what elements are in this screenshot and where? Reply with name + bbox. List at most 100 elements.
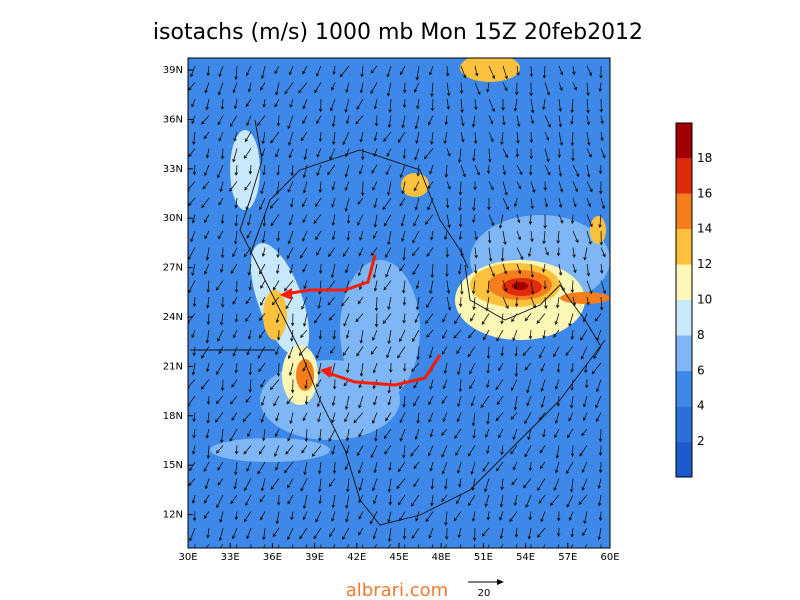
wind-arrow xyxy=(430,131,434,145)
wind-arrow xyxy=(231,379,238,388)
wind-arrow xyxy=(572,230,579,244)
wind-arrow xyxy=(258,362,266,373)
wind-arrow xyxy=(488,214,495,227)
wind-arrow xyxy=(303,313,308,327)
wind-arrow xyxy=(189,527,196,542)
wind-arrow xyxy=(484,478,490,493)
wind-arrow xyxy=(388,362,393,373)
wind-arrow xyxy=(599,263,604,274)
wind-arrow xyxy=(586,280,593,295)
wind-arrow xyxy=(469,362,476,375)
wind-arrow xyxy=(401,280,406,294)
wind-arrow xyxy=(260,478,266,492)
wind-arrow xyxy=(232,329,238,339)
wind-arrow xyxy=(301,197,308,208)
wind-arrow xyxy=(484,494,490,508)
wind-arrow xyxy=(302,412,308,422)
wind-arrow xyxy=(217,82,224,96)
wind-arrow xyxy=(571,148,575,162)
wind-arrow xyxy=(290,164,294,177)
wind-arrow xyxy=(530,197,534,210)
wind-arrow xyxy=(372,362,378,374)
wind-arrow xyxy=(301,445,308,454)
wind-arrow xyxy=(358,527,364,536)
wind-arrow xyxy=(445,65,450,77)
wind-arrow xyxy=(488,148,492,163)
wind-arrow xyxy=(568,313,574,327)
wind-arrow xyxy=(595,395,602,409)
wind-arrow xyxy=(382,313,392,325)
wind-arrow xyxy=(374,296,379,312)
wind-arrow xyxy=(502,230,507,246)
wind-arrow xyxy=(388,98,392,114)
wind-arrow xyxy=(581,428,588,437)
wind-arrow xyxy=(343,313,350,327)
wind-arrow xyxy=(486,362,490,374)
wind-arrow xyxy=(412,230,420,244)
wind-arrow xyxy=(473,131,478,145)
wind-arrow xyxy=(553,346,560,358)
wind-arrow xyxy=(229,115,238,128)
wind-arrow xyxy=(542,428,546,438)
wind-arrow xyxy=(457,527,462,539)
wind-arrow xyxy=(599,65,603,79)
wind-arrow xyxy=(528,329,533,340)
wind-arrow xyxy=(411,527,420,540)
wind-arrow xyxy=(600,280,607,295)
wind-arrow xyxy=(525,494,532,509)
wind-arrow xyxy=(514,82,519,96)
wind-arrow xyxy=(371,478,378,492)
wind-arrow xyxy=(513,98,518,112)
wind-arrow xyxy=(542,65,547,79)
wind-arrow xyxy=(399,263,406,272)
wind-arrow xyxy=(370,445,378,459)
wind-arrow xyxy=(510,445,518,455)
lat-label: 39N xyxy=(163,65,183,76)
wind-arrow xyxy=(290,379,295,394)
wind-arrow xyxy=(233,98,238,110)
wind-arrow xyxy=(220,98,225,110)
wind-arrow xyxy=(402,98,407,109)
wind-arrow xyxy=(470,461,476,475)
wind-arrow xyxy=(556,362,561,374)
wind-arrow xyxy=(302,494,308,510)
wind-arrow xyxy=(499,544,504,548)
wind-arrow xyxy=(275,461,280,471)
wind-arrow xyxy=(385,247,392,258)
wind-arrow xyxy=(260,296,266,306)
lat-label: 15N xyxy=(163,460,183,471)
wind-arrow xyxy=(374,115,379,127)
contour-area xyxy=(340,260,420,400)
wind-arrow xyxy=(481,313,490,325)
wind-arrow xyxy=(373,131,378,142)
wind-arrow xyxy=(286,395,294,405)
wind-arrow xyxy=(214,412,224,423)
wind-arrow xyxy=(445,197,450,209)
wind-arrow xyxy=(246,115,252,127)
wind-arrow xyxy=(457,362,462,376)
wind-arrow xyxy=(600,131,604,142)
wind-arrow xyxy=(402,82,407,94)
wind-arrow xyxy=(524,445,532,458)
wind-arrow xyxy=(402,313,406,324)
wind-arrow xyxy=(262,527,266,541)
wind-arrow xyxy=(586,82,590,97)
wind-arrow xyxy=(290,511,294,521)
wind-arrow xyxy=(386,82,392,97)
map-field xyxy=(188,58,610,548)
wind-arrow xyxy=(453,329,462,339)
wind-arrow xyxy=(415,511,420,522)
wind-arrow xyxy=(485,296,490,312)
wind-arrow xyxy=(270,214,280,227)
wind-arrow xyxy=(261,247,266,258)
wind-arrow xyxy=(402,527,407,540)
wind-arrow xyxy=(474,82,481,96)
wind-arrow xyxy=(275,181,280,195)
wind-arrow xyxy=(358,478,364,492)
wind-arrow xyxy=(194,544,196,548)
wind-arrow xyxy=(278,544,280,548)
wind-arrow xyxy=(454,313,462,325)
wind-arrow xyxy=(298,346,308,357)
wind-arrow xyxy=(258,313,266,322)
wind-arrow xyxy=(206,313,211,326)
